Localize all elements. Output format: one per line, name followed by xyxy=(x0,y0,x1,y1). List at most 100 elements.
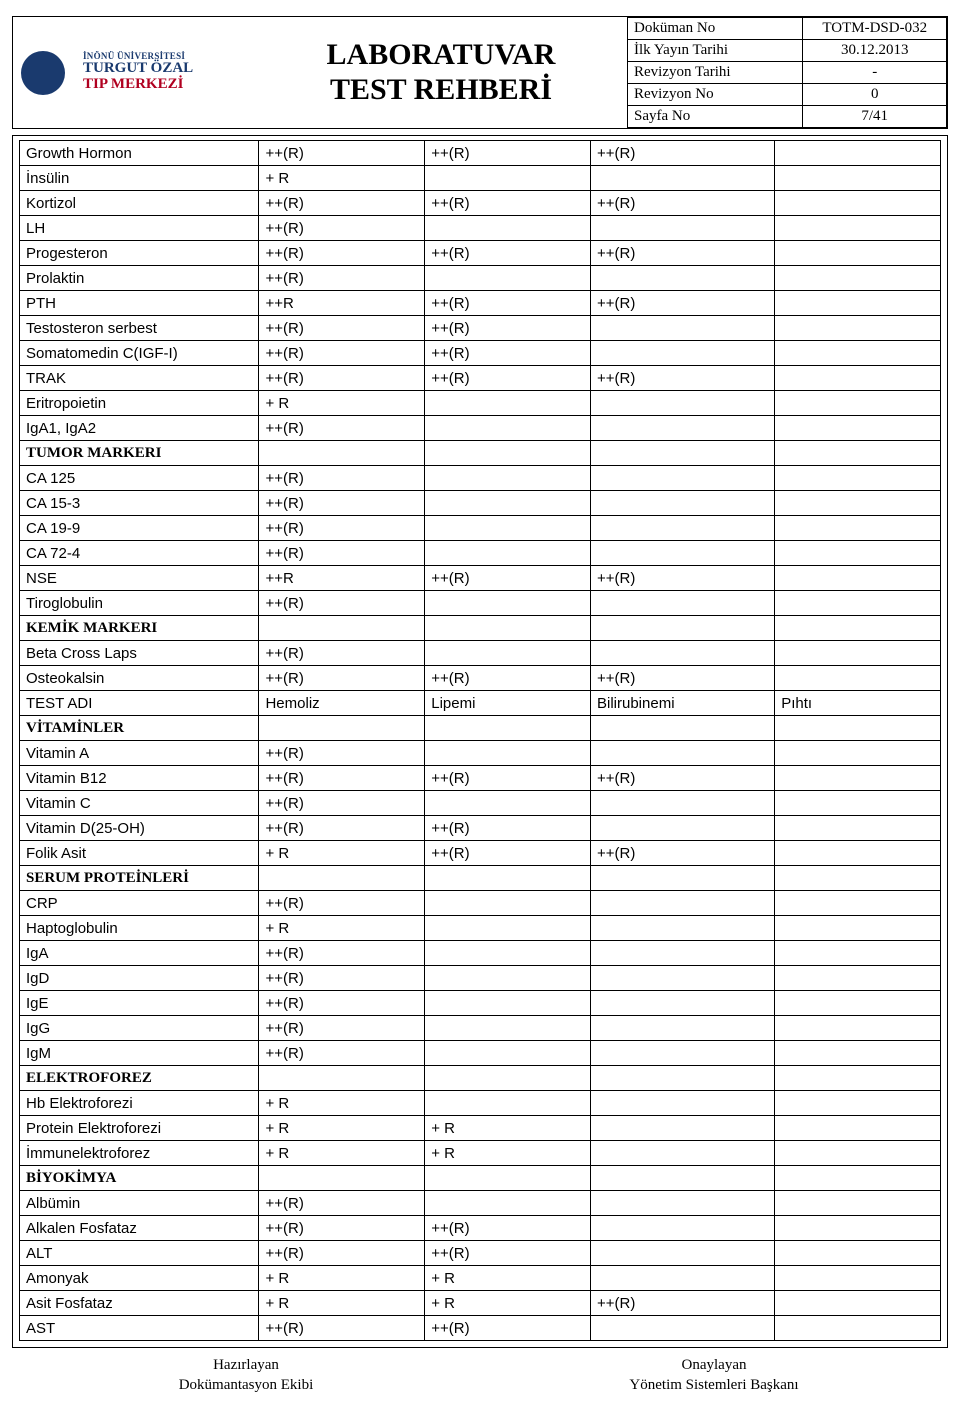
test-value xyxy=(425,541,591,566)
test-value: ++(R) xyxy=(425,566,591,591)
test-value xyxy=(775,766,941,791)
test-value: ++(R) xyxy=(259,791,425,816)
table-row: İnsülin+ R xyxy=(20,166,941,191)
table-row: LH++(R) xyxy=(20,216,941,241)
test-value xyxy=(425,1191,591,1216)
table-row: VİTAMİNLER xyxy=(20,716,941,741)
test-value: ++(R) xyxy=(425,1241,591,1266)
test-value xyxy=(775,291,941,316)
cell-empty xyxy=(591,1066,775,1091)
logo-block: İNÖNÜ ÜNİVERSİTESİ TURGUT ÖZAL TIP MERKE… xyxy=(13,17,255,128)
test-value xyxy=(425,791,591,816)
test-value: ++(R) xyxy=(425,291,591,316)
test-table: Growth Hormon++(R)++(R)++(R)İnsülin+ RKo… xyxy=(19,140,941,1341)
meta-row: Sayfa No7/41 xyxy=(628,106,947,128)
test-value xyxy=(591,416,775,441)
test-value xyxy=(425,1041,591,1066)
test-value: ++(R) xyxy=(425,341,591,366)
test-name: Vitamin A xyxy=(20,741,259,766)
test-value xyxy=(425,166,591,191)
test-name: Hb Elektroforezi xyxy=(20,1091,259,1116)
table-row: CA 15-3++(R) xyxy=(20,491,941,516)
test-name: Osteokalsin xyxy=(20,666,259,691)
test-name: Folik Asit xyxy=(20,841,259,866)
test-value xyxy=(591,466,775,491)
test-value: ++(R) xyxy=(425,316,591,341)
section-header: TUMOR MARKERI xyxy=(20,441,259,466)
test-name: Vitamin D(25-OH) xyxy=(20,816,259,841)
test-value: ++R xyxy=(259,566,425,591)
test-name: CA 72-4 xyxy=(20,541,259,566)
test-name: Protein Elektroforezi xyxy=(20,1116,259,1141)
cell-empty xyxy=(425,716,591,741)
test-value xyxy=(775,1091,941,1116)
test-value: ++(R) xyxy=(259,941,425,966)
test-value xyxy=(775,216,941,241)
table-row: Beta Cross Laps++(R) xyxy=(20,641,941,666)
meta-val: 7/41 xyxy=(803,106,947,128)
table-row: ELEKTROFOREZ xyxy=(20,1066,941,1091)
test-value xyxy=(591,641,775,666)
test-value: ++(R) xyxy=(259,141,425,166)
logo-icon xyxy=(19,43,79,103)
test-value: ++(R) xyxy=(259,816,425,841)
test-value: Hemoliz xyxy=(259,691,425,716)
test-value: + R xyxy=(259,1266,425,1291)
test-name: PTH xyxy=(20,291,259,316)
footer-right: Onaylayan Yönetim Sistemleri Başkanı xyxy=(480,1356,948,1395)
test-value xyxy=(775,1316,941,1341)
test-value xyxy=(591,1041,775,1066)
test-value: ++(R) xyxy=(259,191,425,216)
test-value xyxy=(775,816,941,841)
test-value xyxy=(775,916,941,941)
test-value xyxy=(425,966,591,991)
test-value xyxy=(425,516,591,541)
test-value xyxy=(425,391,591,416)
test-name: ALT xyxy=(20,1241,259,1266)
table-row: TEST ADIHemolizLipemiBilirubinemiPıhtı xyxy=(20,691,941,716)
test-name: Eritropoietin xyxy=(20,391,259,416)
test-value xyxy=(591,216,775,241)
cell-empty xyxy=(591,1166,775,1191)
test-value xyxy=(775,891,941,916)
table-row: İmmunelektroforez+ R+ R xyxy=(20,1141,941,1166)
test-value xyxy=(775,1016,941,1041)
table-row: Amonyak+ R+ R xyxy=(20,1266,941,1291)
test-value: ++(R) xyxy=(259,1041,425,1066)
table-row: Tiroglobulin++(R) xyxy=(20,591,941,616)
test-value xyxy=(591,1016,775,1041)
test-value xyxy=(425,916,591,941)
table-row: Protein Elektroforezi+ R+ R xyxy=(20,1116,941,1141)
meta-key: Doküman No xyxy=(628,18,803,40)
test-name: IgA1, IgA2 xyxy=(20,416,259,441)
test-value: ++(R) xyxy=(259,1191,425,1216)
test-value xyxy=(775,466,941,491)
test-value xyxy=(775,1291,941,1316)
test-value: ++(R) xyxy=(425,366,591,391)
test-value xyxy=(775,1266,941,1291)
cell-empty xyxy=(259,716,425,741)
table-row: Folik Asit+ R++(R)++(R) xyxy=(20,841,941,866)
test-value xyxy=(775,566,941,591)
table-row: CA 72-4++(R) xyxy=(20,541,941,566)
section-header: SERUM PROTEİNLERİ xyxy=(20,866,259,891)
test-name: IgA xyxy=(20,941,259,966)
test-name: Growth Hormon xyxy=(20,141,259,166)
test-value: ++(R) xyxy=(425,191,591,216)
test-value: Lipemi xyxy=(425,691,591,716)
test-value xyxy=(591,1216,775,1241)
test-value xyxy=(425,941,591,966)
table-row: CA 125++(R) xyxy=(20,466,941,491)
test-value: + R xyxy=(259,1141,425,1166)
test-value xyxy=(775,316,941,341)
test-value xyxy=(775,166,941,191)
test-value: + R xyxy=(259,1091,425,1116)
test-value: + R xyxy=(259,1116,425,1141)
test-value xyxy=(591,891,775,916)
test-value xyxy=(591,1141,775,1166)
table-row: CA 19-9++(R) xyxy=(20,516,941,541)
test-value: ++(R) xyxy=(259,966,425,991)
table-row: BİYOKİMYA xyxy=(20,1166,941,1191)
test-value: ++(R) xyxy=(259,891,425,916)
test-value xyxy=(775,741,941,766)
